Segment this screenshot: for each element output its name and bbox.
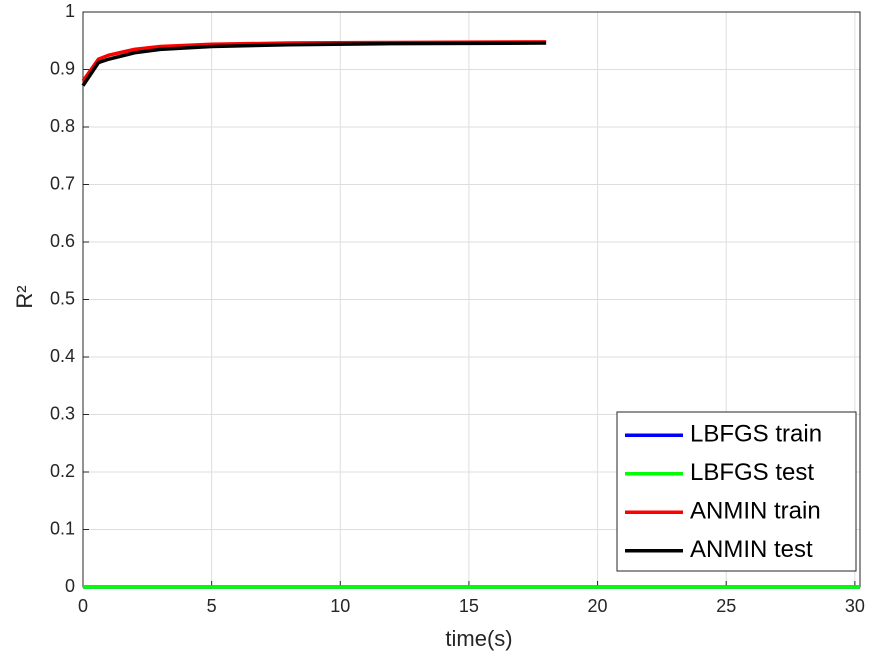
y-tick-label: 0 xyxy=(65,576,75,596)
x-tick-label: 30 xyxy=(845,596,865,616)
x-axis-label: time(s) xyxy=(445,626,512,651)
y-tick-label: 0.4 xyxy=(50,346,75,366)
y-axis-label: R² xyxy=(12,285,37,308)
legend-label: ANMIN train xyxy=(690,498,821,525)
x-tick-label: 0 xyxy=(78,596,88,616)
y-tick-label: 0.7 xyxy=(50,173,75,193)
y-tick-label: 0.1 xyxy=(50,518,75,538)
series-line xyxy=(81,40,547,83)
legend-label: ANMIN test xyxy=(690,536,813,563)
x-tick-label: 5 xyxy=(207,596,217,616)
x-tick-label: 20 xyxy=(588,596,608,616)
legend-label: LBFGS train xyxy=(690,421,822,448)
x-tick-label: 15 xyxy=(459,596,479,616)
y-tick-label: 0.8 xyxy=(50,116,75,136)
y-tick-label: 0.9 xyxy=(50,58,75,78)
x-tick-label: 25 xyxy=(716,596,736,616)
series-line xyxy=(81,41,547,87)
x-tick-label: 10 xyxy=(330,596,350,616)
y-tick-label: 0.3 xyxy=(50,403,75,423)
legend-label: LBFGS test xyxy=(690,459,814,486)
y-tick-label: 0.2 xyxy=(50,461,75,481)
y-tick-label: 0.6 xyxy=(50,231,75,251)
y-tick-label: 0.5 xyxy=(50,288,75,308)
y-tick-label: 1 xyxy=(65,1,75,21)
legend-box xyxy=(616,411,857,572)
